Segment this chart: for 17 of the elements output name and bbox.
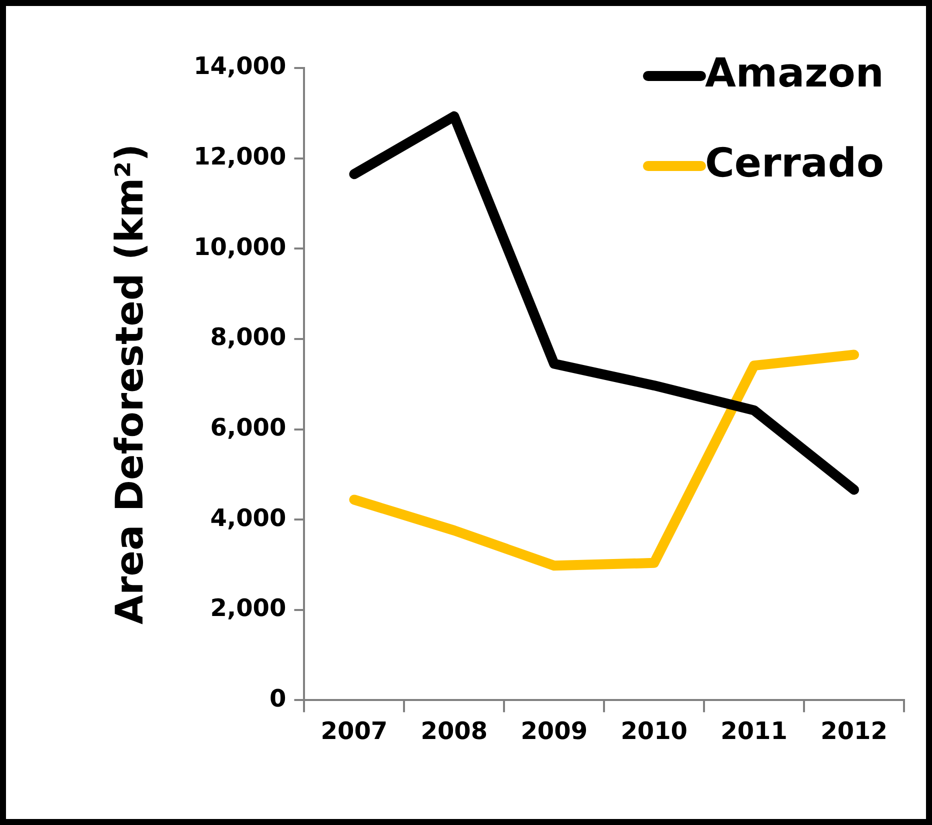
x-tick-label: 2007: [320, 716, 388, 745]
y-tick-label: 12,000: [194, 142, 286, 171]
x-tick-label: 2012: [820, 716, 888, 745]
y-tick-label: 4,000: [210, 504, 286, 532]
x-tick-label: 2011: [720, 716, 788, 745]
x-tick-label: 2010: [620, 716, 688, 745]
legend-label: Amazon: [704, 50, 884, 96]
legend-label: Cerrado: [704, 140, 884, 186]
y-tick-label: 14,000: [194, 52, 286, 80]
y-tick-label: 2,000: [210, 594, 286, 622]
y-tick-label: 10,000: [194, 232, 286, 261]
y-tick-label: 8,000: [210, 323, 286, 352]
y-tick-label: 6,000: [210, 413, 286, 442]
y-axis-title: Area Deforested (km²): [108, 144, 152, 624]
x-tick-label: 2009: [520, 716, 588, 745]
y-tick-label: 0: [270, 684, 286, 712]
x-tick-label: 2008: [420, 716, 488, 745]
